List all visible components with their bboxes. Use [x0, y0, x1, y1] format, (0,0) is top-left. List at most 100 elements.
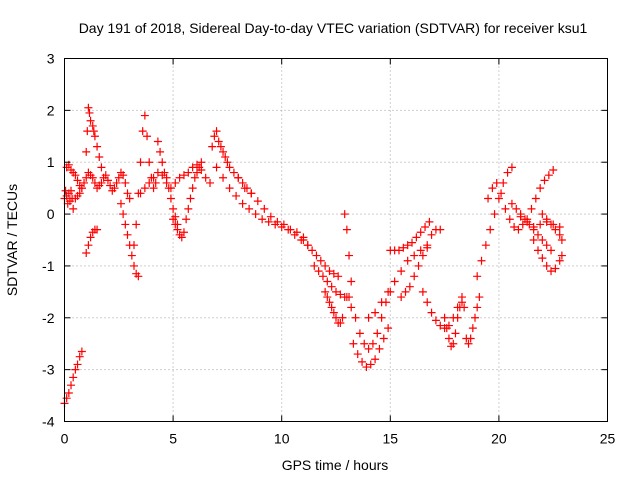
data-point — [449, 339, 458, 348]
data-point — [453, 313, 462, 322]
data-point — [486, 225, 495, 234]
data-point — [416, 246, 425, 255]
data-point — [169, 215, 178, 224]
data-point — [327, 303, 336, 312]
data-point — [538, 210, 547, 219]
data-point — [93, 142, 102, 151]
data-point — [77, 347, 86, 356]
data-point — [440, 313, 449, 322]
data-point — [542, 261, 551, 270]
data-point — [67, 186, 76, 195]
y-tick-label: -2 — [42, 310, 55, 326]
data-point — [89, 127, 98, 136]
data-point — [212, 163, 221, 172]
data-point — [164, 184, 173, 193]
data-point — [464, 339, 473, 348]
data-point — [225, 163, 234, 172]
data-point — [140, 184, 149, 193]
data-point — [423, 241, 432, 250]
data-point — [110, 184, 119, 193]
data-point — [206, 178, 215, 187]
data-point — [427, 308, 436, 317]
data-point — [408, 238, 417, 247]
data-point — [494, 194, 503, 203]
data-point — [366, 360, 375, 369]
data-point — [551, 225, 560, 234]
data-point — [405, 282, 414, 291]
data-point — [119, 210, 128, 219]
data-point — [523, 217, 532, 226]
data-point — [299, 236, 308, 244]
data-point — [490, 210, 499, 219]
data-point — [421, 223, 430, 232]
data-point — [119, 171, 128, 180]
data-point — [86, 116, 95, 125]
data-point — [547, 246, 556, 255]
series-arc-25 — [440, 298, 469, 351]
data-point — [318, 272, 327, 281]
data-point — [555, 223, 564, 232]
data-point — [90, 132, 99, 141]
data-point — [101, 171, 110, 180]
y-tick-label: -1 — [42, 258, 55, 274]
data-point — [229, 168, 238, 177]
data-point — [460, 303, 469, 312]
data-point — [85, 108, 94, 117]
data-point — [527, 204, 536, 213]
data-point — [394, 246, 403, 255]
data-point — [377, 298, 386, 307]
data-point — [69, 204, 78, 213]
data-point — [136, 189, 145, 198]
data-point — [542, 241, 551, 250]
data-point — [425, 217, 434, 226]
data-point — [403, 256, 412, 265]
data-point — [379, 334, 388, 343]
data-point — [414, 261, 423, 270]
data-point — [97, 163, 106, 172]
data-point — [260, 204, 269, 213]
data-point — [156, 147, 165, 156]
data-point — [190, 173, 199, 182]
data-point — [86, 233, 95, 242]
series-arc-27 — [473, 163, 516, 281]
data-point — [219, 147, 228, 156]
data-point — [134, 272, 143, 281]
data-point — [538, 236, 547, 244]
data-point — [103, 176, 112, 185]
series-arc-21 — [364, 243, 432, 322]
x-tick-label: 25 — [600, 431, 616, 447]
data-point — [247, 189, 256, 198]
data-point — [444, 334, 453, 343]
data-point — [223, 158, 232, 167]
data-point — [208, 142, 217, 151]
data-point — [533, 246, 542, 255]
data-point — [238, 199, 247, 208]
data-point — [397, 293, 406, 302]
data-point — [410, 272, 419, 281]
data-point — [73, 360, 82, 369]
data-point — [140, 111, 149, 120]
data-point — [512, 204, 521, 213]
data-point — [321, 287, 330, 296]
data-point — [325, 267, 334, 276]
data-point — [516, 212, 525, 221]
data-point — [186, 194, 195, 203]
y-tick-label: 3 — [47, 51, 55, 67]
series-arc-28 — [484, 165, 558, 234]
data-point — [279, 220, 288, 229]
data-point — [71, 365, 80, 374]
data-point — [321, 261, 330, 270]
y-tick-label: -4 — [42, 414, 55, 430]
data-point — [88, 121, 97, 130]
data-point — [384, 287, 393, 296]
data-point — [436, 321, 445, 330]
y-tick-label: -3 — [42, 362, 55, 378]
data-point — [551, 264, 560, 273]
data-point — [332, 287, 340, 296]
data-point — [360, 339, 369, 348]
data-point — [216, 142, 225, 151]
series-arc-10 — [153, 137, 182, 229]
data-point — [210, 132, 219, 141]
data-point — [418, 287, 427, 296]
data-point — [353, 350, 362, 359]
